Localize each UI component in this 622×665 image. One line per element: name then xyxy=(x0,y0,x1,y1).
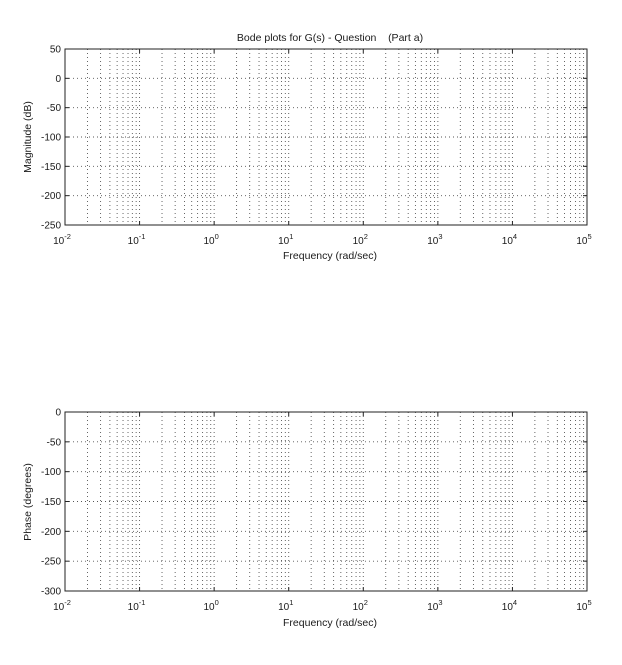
phase-x-tick-label: 102 xyxy=(353,598,368,613)
phase-x-tick-label: 103 xyxy=(427,598,442,613)
magnitude-y-tick-label: 0 xyxy=(55,74,61,85)
phase-y-tick-label: -300 xyxy=(41,587,61,598)
magnitude-y-tick-label: -250 xyxy=(41,221,61,232)
phase-grid xyxy=(65,412,587,591)
magnitude-grid xyxy=(65,49,587,225)
phase-y-tick-label: -250 xyxy=(41,557,61,568)
phase-x-tick-label: 100 xyxy=(203,598,218,613)
magnitude-x-tick-label: 105 xyxy=(576,232,591,247)
magnitude-y-axis-label: Magnitude (dB) xyxy=(22,101,34,173)
magnitude-y-tick-label: -200 xyxy=(41,191,61,202)
magnitude-x-tick-label: 10-1 xyxy=(128,232,146,247)
phase-x-tick-label: 105 xyxy=(576,598,591,613)
phase-y-tick-label: -200 xyxy=(41,527,61,538)
phase-x-axis-label: Frequency (rad/sec) xyxy=(283,617,377,629)
magnitude-x-tick-label: 104 xyxy=(502,232,517,247)
phase-y-axis-label: Phase (degrees) xyxy=(22,463,34,541)
magnitude-x-tick-label: 103 xyxy=(427,232,442,247)
phase-y-tick-label: -100 xyxy=(41,467,61,478)
phase-x-tick-label: 101 xyxy=(278,598,293,613)
phase-x-tick-label: 10-2 xyxy=(53,598,71,613)
phase-x-tick-label: 10-1 xyxy=(128,598,146,613)
chart-title: Bode plots for G(s) - Question (Part a) xyxy=(237,32,423,44)
phase-y-tick-label: -50 xyxy=(47,437,62,448)
magnitude-y-tick-label: -100 xyxy=(41,133,61,144)
magnitude-y-tick-label: 50 xyxy=(50,45,62,56)
phase-x-tick-label: 104 xyxy=(502,598,517,613)
magnitude-x-tick-label: 101 xyxy=(278,232,293,247)
magnitude-y-tick-label: -150 xyxy=(41,162,61,173)
phase-y-tick-label: -150 xyxy=(41,497,61,508)
magnitude-x-tick-label: 10-2 xyxy=(53,232,71,247)
magnitude-x-tick-label: 100 xyxy=(203,232,218,247)
magnitude-x-axis-label: Frequency (rad/sec) xyxy=(283,250,377,262)
magnitude-x-tick-label: 102 xyxy=(353,232,368,247)
magnitude-y-tick-label: -50 xyxy=(47,103,62,114)
phase-y-tick-label: 0 xyxy=(55,408,61,419)
